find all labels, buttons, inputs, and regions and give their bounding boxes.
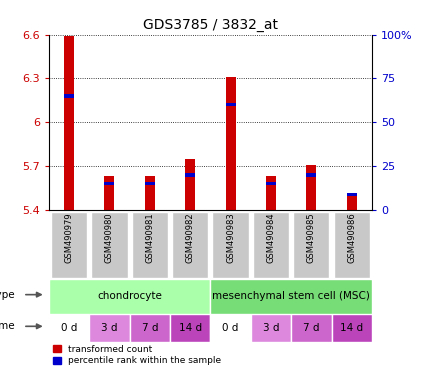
Text: GSM490979: GSM490979 bbox=[65, 212, 74, 263]
Legend: transformed count, percentile rank within the sample: transformed count, percentile rank withi… bbox=[54, 344, 221, 365]
Bar bbox=[332, 314, 372, 342]
Bar bbox=[170, 314, 210, 342]
Title: GDS3785 / 3832_at: GDS3785 / 3832_at bbox=[143, 18, 278, 32]
Bar bbox=[105, 182, 114, 185]
Bar bbox=[226, 103, 235, 106]
Text: 3 d: 3 d bbox=[101, 323, 118, 333]
Bar bbox=[49, 314, 89, 342]
Bar bbox=[291, 314, 332, 342]
Bar bbox=[266, 177, 276, 210]
FancyBboxPatch shape bbox=[132, 212, 168, 278]
Bar bbox=[210, 314, 251, 342]
Bar bbox=[347, 193, 357, 210]
Text: 0 d: 0 d bbox=[61, 323, 77, 333]
Text: GSM490986: GSM490986 bbox=[347, 212, 356, 263]
Text: GSM490980: GSM490980 bbox=[105, 212, 114, 263]
FancyBboxPatch shape bbox=[51, 212, 87, 278]
Text: 14 d: 14 d bbox=[340, 323, 363, 333]
Text: 3 d: 3 d bbox=[263, 323, 279, 333]
FancyBboxPatch shape bbox=[253, 212, 289, 278]
Bar bbox=[64, 36, 74, 210]
Text: GSM490983: GSM490983 bbox=[226, 212, 235, 263]
Bar bbox=[306, 174, 316, 177]
Bar bbox=[64, 94, 74, 98]
Text: 7 d: 7 d bbox=[303, 323, 320, 333]
Bar bbox=[130, 314, 170, 342]
FancyBboxPatch shape bbox=[293, 212, 329, 278]
Bar bbox=[306, 165, 316, 210]
Bar bbox=[210, 279, 372, 314]
Text: GSM490982: GSM490982 bbox=[186, 212, 195, 263]
Bar bbox=[145, 177, 155, 210]
Bar bbox=[251, 314, 291, 342]
Bar bbox=[105, 177, 114, 210]
Text: chondrocyte: chondrocyte bbox=[97, 291, 162, 301]
Text: mesenchymal stem cell (MSC): mesenchymal stem cell (MSC) bbox=[212, 291, 370, 301]
Text: GSM490984: GSM490984 bbox=[266, 212, 275, 263]
Text: 7 d: 7 d bbox=[142, 323, 158, 333]
FancyBboxPatch shape bbox=[172, 212, 208, 278]
FancyBboxPatch shape bbox=[334, 212, 370, 278]
Text: GSM490981: GSM490981 bbox=[145, 212, 154, 263]
Bar bbox=[49, 279, 210, 314]
Text: time: time bbox=[0, 321, 15, 331]
FancyBboxPatch shape bbox=[212, 212, 249, 278]
Bar bbox=[185, 174, 195, 177]
FancyBboxPatch shape bbox=[91, 212, 128, 278]
Bar bbox=[347, 193, 357, 196]
Bar bbox=[145, 182, 155, 185]
Bar bbox=[226, 77, 235, 210]
Bar bbox=[89, 314, 130, 342]
Text: GSM490985: GSM490985 bbox=[307, 212, 316, 263]
Bar bbox=[185, 159, 195, 210]
Bar bbox=[266, 182, 276, 185]
Text: 14 d: 14 d bbox=[178, 323, 202, 333]
Text: cell type: cell type bbox=[0, 290, 15, 300]
Text: 0 d: 0 d bbox=[222, 323, 239, 333]
